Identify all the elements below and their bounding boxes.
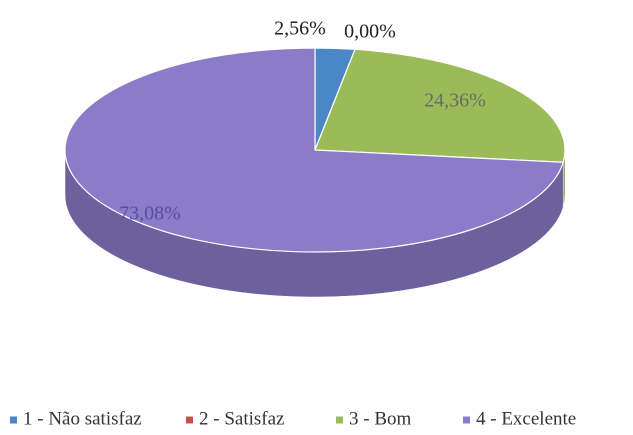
legend-label: 1 - Não satisfaz [23,408,142,429]
legend-label: 2 - Satisfaz [199,408,284,429]
legend-marker [336,416,343,424]
legend-label: 3 - Bom [349,408,412,429]
legend-marker [10,416,17,424]
legend-marker [463,416,470,424]
pie-slice [314,48,566,163]
legend-label: 4 - Excelente [476,408,576,429]
data-label: 73,08% [119,203,181,225]
data-label: 0,00% [344,21,396,43]
pie-slice [64,47,564,253]
data-label: 2,56% [274,18,326,40]
legend-marker [186,416,193,424]
data-label: 24,36% [424,90,486,112]
